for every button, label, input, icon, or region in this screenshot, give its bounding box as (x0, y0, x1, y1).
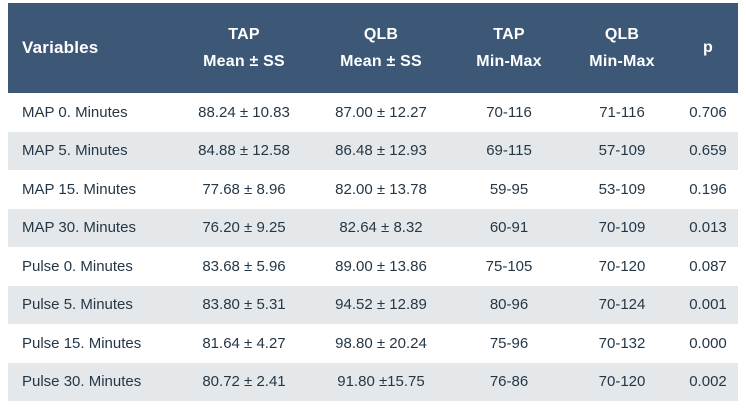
table-row: MAP 15. Minutes 77.68 ± 8.96 82.00 ± 13.… (8, 170, 738, 209)
cell-qlb-minmax: 70-109 (598, 219, 646, 237)
cell-qlb-mean: 98.80 ± 20.24 (335, 334, 427, 352)
statistics-table: Variables TAP Mean ± SS QLB Mean ± SS TA… (8, 3, 738, 401)
mean-ss-label: Mean ± SS (203, 53, 285, 70)
cell-variable: Pulse 0. Minutes (22, 257, 133, 275)
cell-tap-minmax: 70-116 (486, 103, 532, 121)
cell-p-value: 0.196 (689, 180, 727, 198)
cell-tap-minmax: 80-96 (489, 296, 529, 314)
cell-p-value: 0.002 (689, 373, 727, 391)
min-max-label: Min-Max (589, 53, 655, 70)
mean-ss-label: Mean ± SS (340, 53, 422, 70)
cell-p-value: 0.000 (689, 334, 727, 352)
cell-tap-mean: 83.68 ± 5.96 (202, 257, 286, 275)
cell-tap-minmax: 76-86 (489, 373, 529, 391)
table-row: Pulse 5. Minutes 83.80 ± 5.31 94.52 ± 12… (8, 285, 738, 324)
cell-qlb-mean: 82.00 ± 13.78 (335, 180, 427, 198)
qlb-label: QLB (363, 25, 399, 43)
tap-label: TAP (493, 25, 525, 43)
cell-tap-mean: 77.68 ± 8.96 (202, 180, 286, 198)
cell-qlb-minmax: 70-132 (598, 334, 646, 352)
cell-tap-mean: 76.20 ± 9.25 (202, 219, 286, 237)
variables-header-label: Variables (22, 37, 99, 57)
header-cell-tap-minmax: TAP Min-Max (452, 3, 566, 93)
cell-variable: MAP 0. Minutes (22, 103, 128, 121)
table-row: MAP 30. Minutes 76.20 ± 9.25 82.64 ± 8.3… (8, 208, 738, 247)
cell-tap-mean: 83.80 ± 5.31 (202, 296, 286, 314)
cell-tap-mean: 88.24 ± 10.83 (198, 103, 290, 121)
cell-tap-mean: 84.88 ± 12.58 (198, 142, 290, 160)
table-row: MAP 0. Minutes 88.24 ± 10.83 87.00 ± 12.… (8, 93, 738, 132)
cell-p-value: 0.013 (689, 219, 727, 237)
cell-variable: MAP 30. Minutes (22, 219, 136, 237)
cell-tap-minmax: 69-115 (486, 142, 532, 160)
cell-tap-minmax: 60-91 (489, 219, 529, 237)
cell-tap-mean: 81.64 ± 4.27 (202, 334, 286, 352)
cell-variable: MAP 15. Minutes (22, 180, 136, 198)
header-cell-p: p (678, 3, 738, 93)
cell-tap-minmax: 75-96 (489, 334, 529, 352)
cell-qlb-minmax: 70-120 (598, 373, 646, 391)
cell-p-value: 0.087 (689, 257, 727, 275)
cell-qlb-mean: 87.00 ± 12.27 (335, 103, 427, 121)
cell-qlb-minmax: 53-109 (598, 180, 646, 198)
cell-qlb-mean: 91.80 ±15.75 (337, 373, 425, 391)
table-row: Pulse 0. Minutes 83.68 ± 5.96 89.00 ± 13… (8, 247, 738, 286)
cell-qlb-minmax: 70-120 (598, 257, 646, 275)
cell-variable: Pulse 30. Minutes (22, 373, 142, 391)
cell-qlb-minmax: 71-116 (599, 103, 645, 121)
p-value-header-label: p (703, 39, 713, 57)
min-max-label: Min-Max (476, 53, 542, 70)
header-cell-tap-mean: TAP Mean ± SS (178, 3, 310, 93)
table-body: MAP 0. Minutes 88.24 ± 10.83 87.00 ± 12.… (8, 93, 738, 401)
header-cell-qlb-mean: QLB Mean ± SS (310, 3, 452, 93)
header-cell-variables: Variables (8, 3, 178, 93)
cell-qlb-mean: 89.00 ± 13.86 (335, 257, 427, 275)
cell-qlb-mean: 86.48 ± 12.93 (335, 142, 427, 160)
cell-variable: Pulse 5. Minutes (22, 296, 133, 314)
cell-variable: MAP 5. Minutes (22, 142, 128, 160)
cell-tap-minmax: 75-105 (485, 257, 533, 275)
cell-qlb-minmax: 57-109 (598, 142, 646, 160)
cell-p-value: 0.001 (689, 296, 727, 314)
cell-tap-mean: 80.72 ± 2.41 (202, 373, 286, 391)
header-cell-qlb-minmax: QLB Min-Max (566, 3, 678, 93)
cell-tap-minmax: 59-95 (489, 180, 529, 198)
cell-qlb-mean: 82.64 ± 8.32 (339, 219, 423, 237)
table-row: Pulse 15. Minutes 81.64 ± 4.27 98.80 ± 2… (8, 324, 738, 363)
qlb-label: QLB (604, 25, 640, 43)
cell-variable: Pulse 15. Minutes (22, 334, 142, 352)
cell-p-value: 0.706 (689, 103, 727, 121)
table-row: MAP 5. Minutes 84.88 ± 12.58 86.48 ± 12.… (8, 131, 738, 170)
table-header-row: Variables TAP Mean ± SS QLB Mean ± SS TA… (8, 3, 738, 93)
cell-qlb-minmax: 70-124 (598, 296, 646, 314)
table-row: Pulse 30. Minutes 80.72 ± 2.41 91.80 ±15… (8, 362, 738, 401)
cell-p-value: 0.659 (689, 142, 727, 160)
cell-qlb-mean: 94.52 ± 12.89 (335, 296, 427, 314)
tap-label: TAP (228, 25, 260, 43)
